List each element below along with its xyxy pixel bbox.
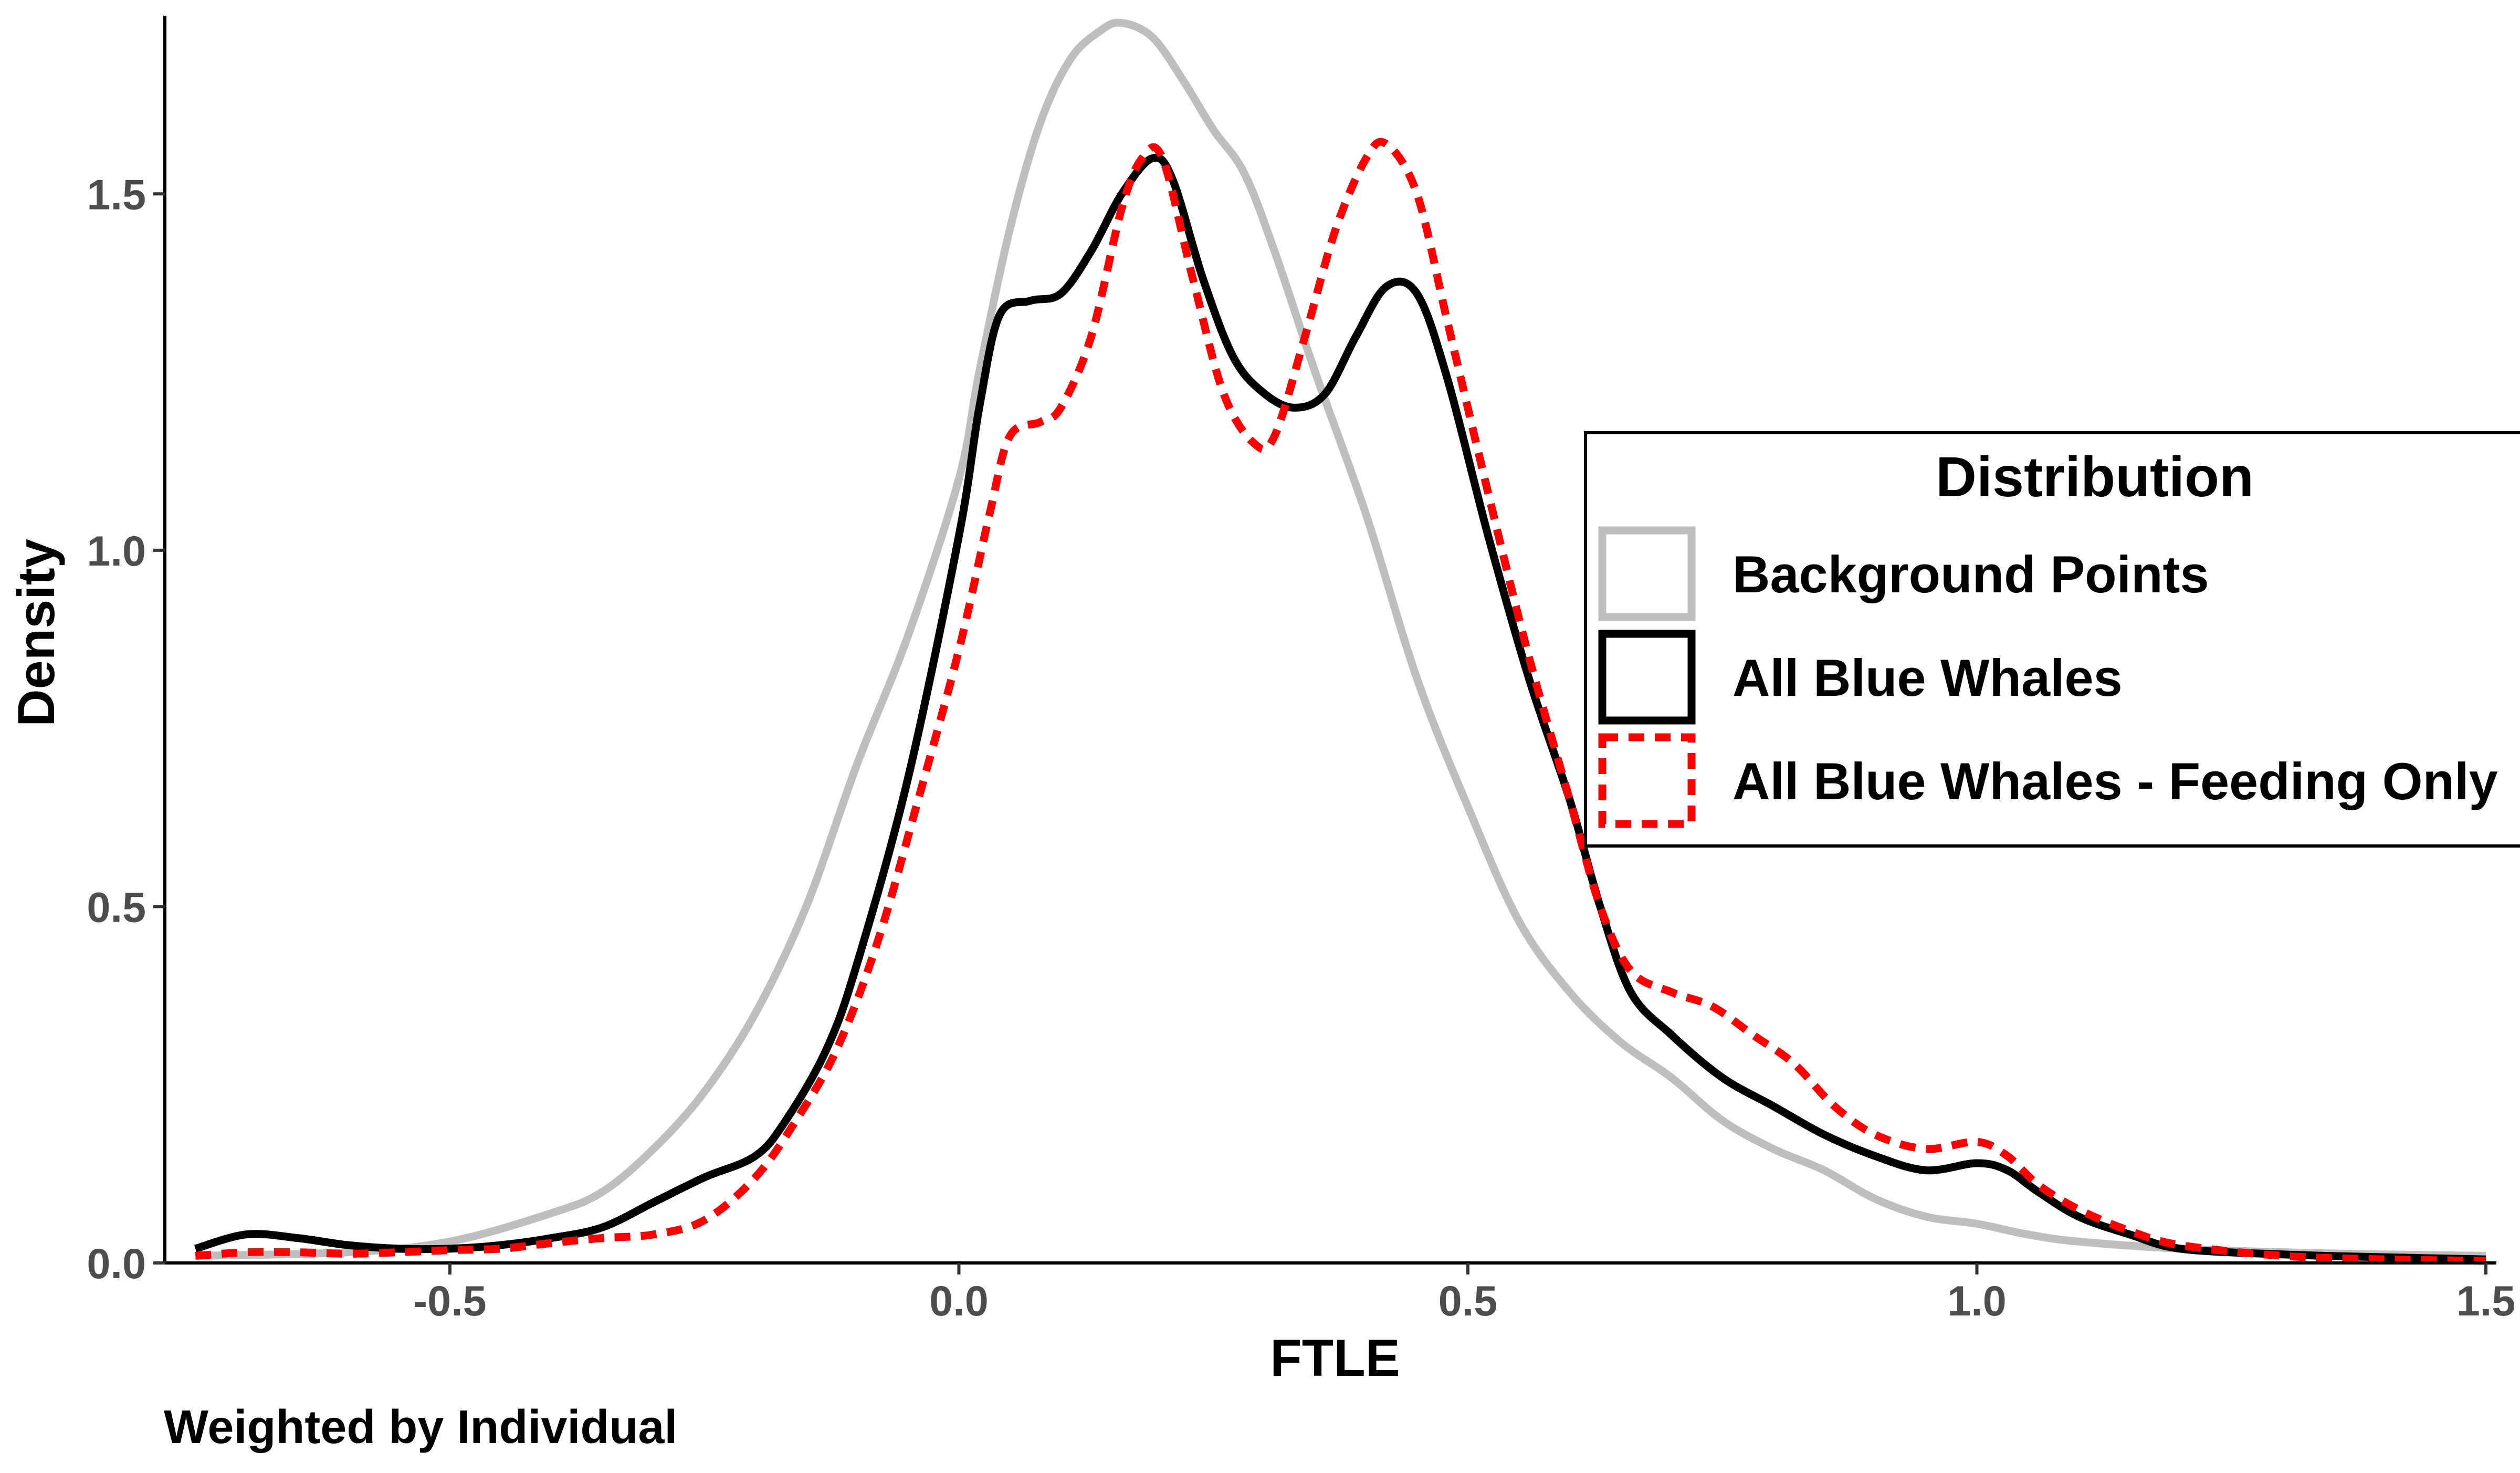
axis-layer: -0.5 0.0 0.5 1.0 1.5 0.0 0.5 1.0 1.5 — [87, 16, 2515, 1325]
x-tick-label: -0.5 — [413, 1278, 487, 1325]
chart-caption: Weighted by Individual — [164, 1401, 677, 1454]
series-layer — [194, 18, 2486, 1265]
x-tick-label: 1.5 — [2456, 1278, 2516, 1325]
y-tick-label: 1.5 — [87, 171, 146, 218]
y-tick-label: 0.5 — [87, 884, 146, 931]
x-tick-label: 0.5 — [1438, 1278, 1498, 1325]
x-axis-title: FTLE — [1270, 1329, 1400, 1387]
x-tick-label: 0.0 — [929, 1278, 989, 1325]
series-line-all-blue-whales-feeding-only — [195, 138, 2486, 1265]
y-tick-label: 1.0 — [87, 528, 146, 575]
legend-key-all-blue-whales-feeding-only — [1598, 733, 1696, 828]
x-tick-label: 1.0 — [1947, 1278, 2007, 1325]
legend-label-all-blue-whales: All Blue Whales — [1732, 649, 2123, 707]
legend-label-all-blue-whales-feeding-only: All Blue Whales - Feeding Only — [1732, 752, 2498, 810]
legend-label-background-points: Background Points — [1732, 545, 2209, 603]
y-axis-title: Density — [7, 539, 65, 727]
legend-key-background-points — [1598, 526, 1696, 621]
series-line-all-blue-whales — [194, 153, 2486, 1263]
series-line-background-points — [195, 18, 2486, 1260]
legend-title: Distribution — [1936, 445, 2254, 508]
legend-key-all-blue-whales — [1598, 630, 1696, 725]
legend-box — [1584, 431, 2520, 848]
legend: Distribution Background Points All Blue W… — [1584, 431, 2520, 848]
y-tick-label: 0.0 — [87, 1240, 146, 1288]
